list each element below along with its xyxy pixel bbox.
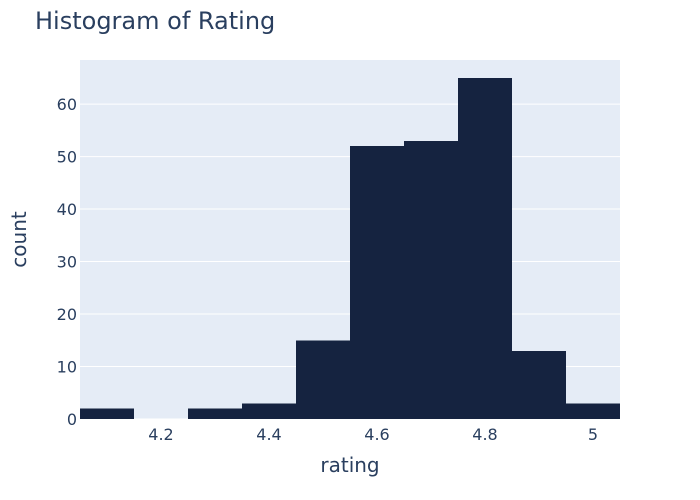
histogram-bar <box>566 403 620 419</box>
histogram-bar <box>512 350 566 419</box>
x-axis-ticks: 4.2 4.4 4.6 4.8 5 <box>148 425 598 444</box>
histogram-bar <box>350 146 404 419</box>
y-axis-title: count <box>7 211 31 268</box>
y-tick-label: 20 <box>57 305 77 324</box>
y-tick-label: 10 <box>57 358 77 377</box>
histogram-bars <box>80 77 620 419</box>
x-tick-label: 4.2 <box>148 425 173 444</box>
y-axis-ticks: 0 10 20 30 40 50 60 <box>57 95 77 429</box>
x-tick-label: 4.6 <box>364 425 389 444</box>
histogram-bar <box>188 408 242 419</box>
y-tick-label: 30 <box>57 253 77 272</box>
y-tick-label: 60 <box>57 95 77 114</box>
x-axis-title: rating <box>320 453 379 477</box>
x-tick-label: 5 <box>588 425 598 444</box>
histogram-bar <box>296 340 350 419</box>
y-tick-label: 50 <box>57 148 77 167</box>
histogram-bar <box>404 140 458 419</box>
histogram-bar <box>242 403 296 419</box>
x-tick-label: 4.8 <box>472 425 497 444</box>
y-tick-label: 0 <box>67 410 77 429</box>
histogram-bar <box>80 408 134 419</box>
y-tick-label: 40 <box>57 200 77 219</box>
chart-title: Histogram of Rating <box>35 7 275 35</box>
x-tick-label: 4.4 <box>256 425 281 444</box>
histogram-bar <box>458 77 512 419</box>
